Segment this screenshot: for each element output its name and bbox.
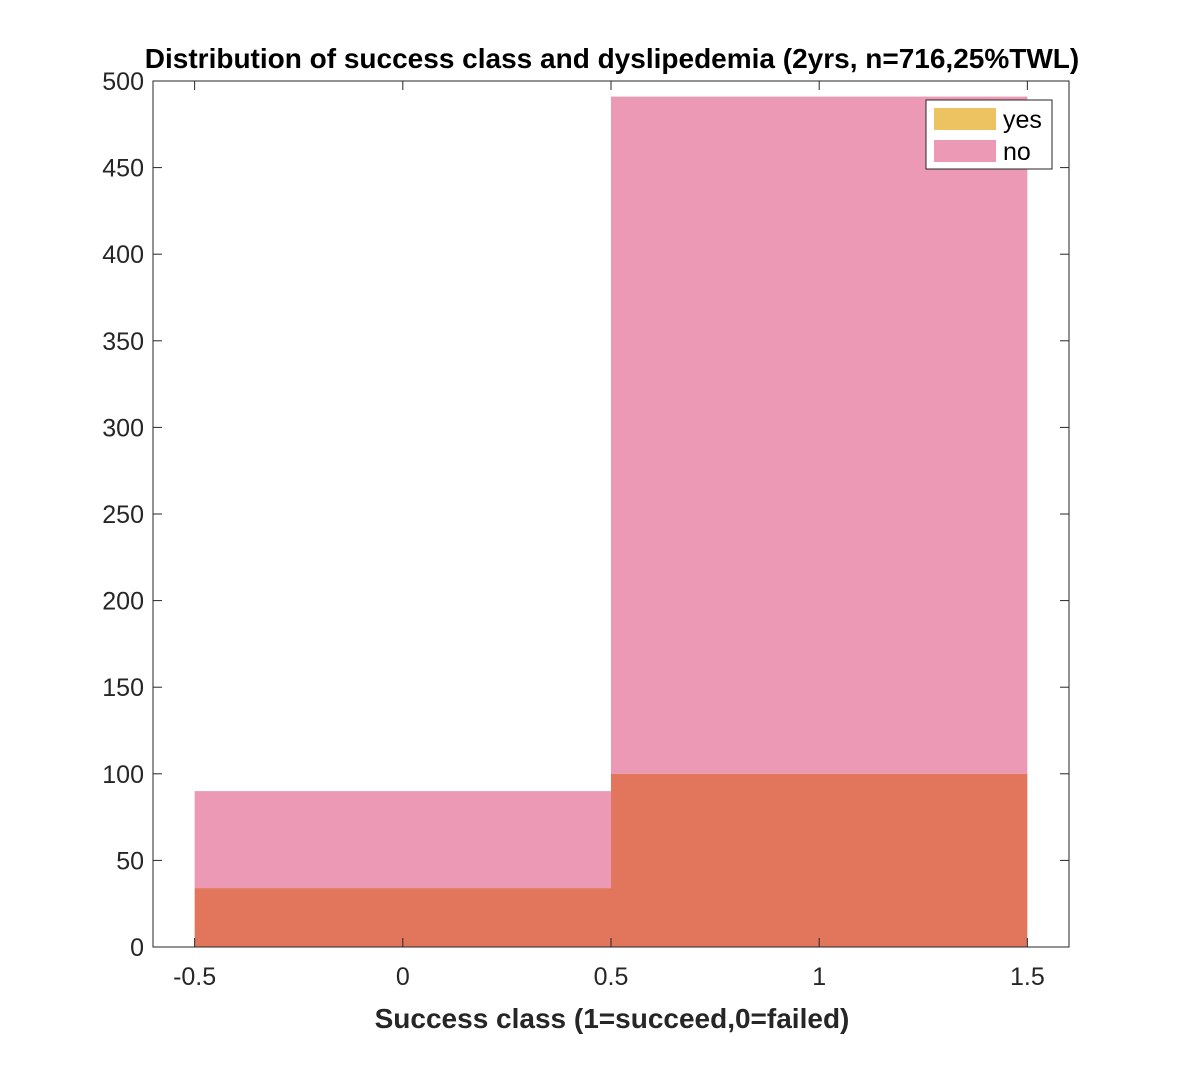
- y-tick-label: 50: [116, 847, 144, 875]
- y-tick-label: 450: [102, 155, 144, 183]
- bar-no-bin-0: [194, 791, 612, 889]
- chart-title: Distribution of success class and dyslip…: [145, 43, 1079, 74]
- x-tick-label: 0.5: [594, 963, 629, 991]
- y-tick-label: 500: [102, 68, 144, 96]
- x-tick-label: 1.5: [1010, 963, 1045, 991]
- x-axis-label: Success class (1=succeed,0=failed): [375, 1003, 850, 1034]
- legend-label-yes: yes: [1003, 106, 1042, 134]
- plot-area-frame: [152, 80, 1070, 948]
- bar-no-bin-1: [611, 96, 1028, 774]
- y-tick-label: 100: [102, 761, 144, 789]
- y-tick-label: 0: [130, 934, 144, 962]
- bars-layer: [194, 96, 1028, 947]
- y-tick-label: 300: [102, 414, 144, 442]
- y-tick-label: 350: [102, 328, 144, 356]
- x-tick-label: -0.5: [173, 963, 216, 991]
- bar-overlap-bin-1: [611, 773, 1028, 947]
- x-tick-label: 0: [396, 963, 410, 991]
- x-tick-label: 1: [812, 963, 826, 991]
- legend-label-no: no: [1003, 138, 1031, 166]
- ticks-layer: -0.5 0 0.5 1 1.5 0 50 100 150 200 250 300 350 400 450 5…: [102, 68, 1069, 991]
- y-tick-label: 250: [102, 501, 144, 529]
- y-tick-label: 200: [102, 588, 144, 616]
- bar-overlap-bin-0: [194, 888, 612, 947]
- y-tick-label: 150: [102, 674, 144, 702]
- y-tick-label: 400: [102, 241, 144, 269]
- legend-swatch-no: [934, 140, 996, 162]
- legend-swatch-yes: [934, 108, 996, 130]
- legend[interactable]: yes no: [925, 99, 1053, 170]
